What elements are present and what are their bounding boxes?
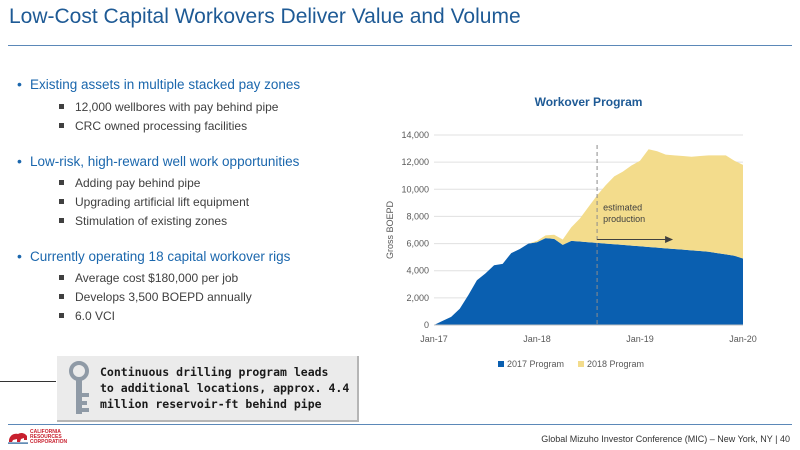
y-axis-label: Gross BOEPD — [385, 200, 395, 259]
square-bullet-icon — [59, 123, 64, 128]
y-tick-label: 8,000 — [406, 211, 429, 221]
legend-label: 2017 Program — [507, 359, 564, 369]
callout-box: Continuous drilling program leads to add… — [57, 356, 359, 422]
arrow-head-icon — [665, 236, 674, 243]
sub-bullet-text: CRC owned processing facilities — [75, 119, 248, 133]
square-bullet-icon — [59, 218, 64, 223]
sub-bullet-item: Adding pay behind pipe — [59, 176, 201, 190]
bullet-text: Existing assets in multiple stacked pay … — [30, 77, 301, 92]
sub-bullet-text: Stimulation of existing zones — [75, 214, 228, 228]
sub-bullet-text: 12,000 wellbores with pay behind pipe — [75, 100, 279, 114]
square-bullet-icon — [59, 180, 64, 185]
y-tick-label: 0 — [424, 320, 429, 330]
bullet-text: Low-risk, high-reward well work opportun… — [30, 154, 300, 169]
bullet-dot: • — [17, 153, 22, 169]
x-tick-label: Jan-17 — [420, 334, 448, 344]
y-tick-label: 6,000 — [406, 239, 429, 249]
sub-bullet-text: Develops 3,500 BOEPD annually — [75, 290, 252, 304]
footer-divider — [8, 424, 792, 425]
title-divider — [8, 45, 792, 46]
california-bear-logo-icon — [8, 432, 28, 444]
sub-bullet-item: CRC owned processing facilities — [59, 119, 248, 133]
workover-chart: Workover Program 0 2,000 4,000 6,000 8,000 10,… — [385, 95, 757, 369]
sub-bullet-item: 6.0 VCI — [59, 309, 116, 323]
bullet-dot: • — [17, 76, 22, 92]
x-tick-label: Jan-20 — [729, 334, 757, 344]
callout-line: to additional locations, approx. 4.4 — [100, 381, 350, 395]
legend-swatch — [498, 361, 504, 367]
y-tick-label: 10,000 — [401, 184, 429, 194]
square-bullet-icon — [59, 275, 64, 280]
callout-connector-line — [0, 381, 56, 382]
callout-line: Continuous drilling program leads — [100, 365, 329, 379]
bullet-item: • Low-risk, high-reward well work opport… — [17, 153, 300, 169]
square-bullet-icon — [59, 199, 64, 204]
sub-bullet-text: 6.0 VCI — [75, 309, 116, 323]
annotation-text: estimated — [603, 202, 642, 212]
area-series — [434, 238, 743, 325]
logo-line: RESOURCES — [30, 434, 62, 440]
bullet-text: Currently operating 18 capital workover … — [30, 249, 291, 264]
slide-title: Low-Cost Capital Workovers Deliver Value… — [9, 5, 521, 28]
sub-bullet-text: Average cost $180,000 per job — [75, 271, 239, 285]
sub-bullet-item: Stimulation of existing zones — [59, 214, 228, 228]
sub-bullet-item: 12,000 wellbores with pay behind pipe — [59, 100, 279, 114]
square-bullet-icon — [59, 313, 64, 318]
chart-title: Workover Program — [535, 95, 643, 109]
legend-swatch — [578, 361, 584, 367]
bullet-list: • Existing assets in multiple stacked pa… — [0, 0, 360, 340]
y-tick-label: 2,000 — [406, 293, 429, 303]
square-bullet-icon — [59, 104, 64, 109]
annotation-text: production — [603, 214, 645, 224]
bullet-dot: • — [17, 248, 22, 264]
x-tick-label: Jan-19 — [626, 334, 654, 344]
x-tick-label: Jan-18 — [523, 334, 551, 344]
sub-bullet-item: Develops 3,500 BOEPD annually — [59, 290, 252, 304]
callout-text: Continuous drilling program leads to add… — [100, 364, 355, 412]
callout-line: million reservoir-ft behind pipe — [100, 397, 322, 411]
y-tick-label: 12,000 — [401, 157, 429, 167]
sub-bullet-item: Upgrading artificial lift equipment — [59, 195, 250, 209]
bullet-item: • Existing assets in multiple stacked pa… — [17, 76, 301, 92]
key-icon — [69, 361, 89, 414]
company-logo-text: CALIFORNIA RESOURCES CORPORATION — [30, 430, 67, 445]
square-bullet-icon — [59, 294, 64, 299]
logo-line: CALIFORNIA — [30, 429, 61, 435]
sub-bullet-text: Upgrading artificial lift equipment — [75, 195, 250, 209]
y-tick-label: 4,000 — [406, 266, 429, 276]
legend-label: 2018 Program — [587, 359, 644, 369]
area-series — [434, 149, 743, 325]
footer-text: Global Mizuho Investor Conference (MIC) … — [541, 434, 790, 444]
logo-line: CORPORATION — [30, 439, 68, 445]
sub-bullet-text: Adding pay behind pipe — [75, 176, 201, 190]
sub-bullet-item: Average cost $180,000 per job — [59, 271, 239, 285]
y-tick-label: 14,000 — [401, 130, 429, 140]
bullet-item: • Currently operating 18 capital workove… — [17, 248, 291, 264]
